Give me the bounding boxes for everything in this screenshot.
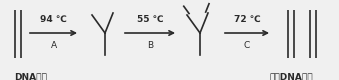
Text: C: C xyxy=(244,41,250,50)
Text: 94 ℃: 94 ℃ xyxy=(40,15,67,24)
Text: DNA样品: DNA样品 xyxy=(14,72,47,80)
Text: B: B xyxy=(147,41,153,50)
Text: 55 ℃: 55 ℃ xyxy=(137,15,163,24)
Text: A: A xyxy=(51,41,57,50)
Text: 两个DNA分子: 两个DNA分子 xyxy=(270,72,314,80)
Text: 72 ℃: 72 ℃ xyxy=(234,15,260,24)
